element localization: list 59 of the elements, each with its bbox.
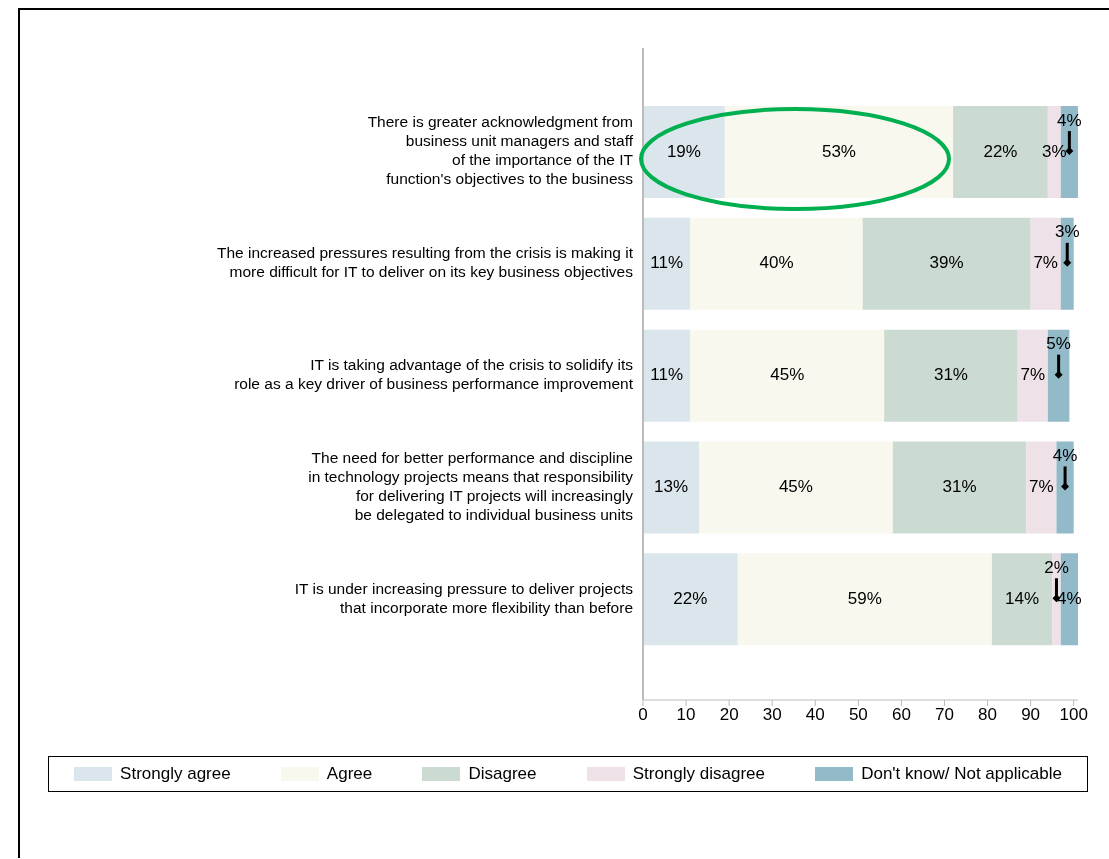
y-tick-label: The need for better performance and discipline in technology projects means that responsibility for delivering IT projects will increasingly be delegated to individual business units	[308, 448, 634, 523]
y-tick-label: IT is under increasing pressure to deliver projects that incorporate more flexibility than before	[294, 579, 634, 616]
bar	[643, 553, 738, 646]
data-label: 3%	[1042, 141, 1067, 161]
bar	[690, 329, 885, 422]
data-label: 22%	[673, 588, 708, 608]
legend-label: Strongly disagree	[632, 764, 765, 784]
bar	[884, 329, 1018, 422]
data-label: 5%	[1046, 334, 1071, 354]
x-tick-label: 100	[1059, 705, 1088, 725]
y-tick-label: The increased pressures resulting from the crisis is making it more difficult for IT to deliver on its key business objectives	[216, 244, 634, 281]
bar	[643, 329, 691, 422]
bar	[690, 217, 863, 310]
data-label: 22%	[983, 141, 1018, 161]
bar	[737, 553, 992, 646]
bar	[643, 441, 699, 534]
bar	[698, 441, 893, 534]
data-label: 14%	[1004, 588, 1040, 608]
legend-label: Don't know/ Not applicable	[861, 764, 1062, 784]
legend-label: Disagree	[468, 764, 537, 784]
bar	[1017, 329, 1048, 422]
data-label: 3%	[1054, 222, 1080, 242]
data-label: 11%	[650, 253, 684, 273]
legend-label: Strongly agree	[120, 764, 231, 784]
data-label: 11%	[650, 365, 684, 385]
data-label: 45%	[778, 476, 813, 496]
x-tick-label: 40	[805, 705, 825, 725]
x-tick-label: 90	[1021, 705, 1041, 725]
data-label: 19%	[666, 141, 701, 161]
data-label: 45%	[770, 365, 805, 385]
data-label: 7%	[1020, 365, 1046, 385]
x-tick-label: 10	[676, 705, 696, 725]
data-label: 53%	[821, 141, 856, 161]
x-tick-label: 0	[638, 705, 648, 725]
bar	[1047, 329, 1070, 422]
x-tick-label: 80	[978, 705, 998, 725]
x-tick-label: 60	[891, 705, 911, 725]
data-label: 7%	[1033, 253, 1058, 273]
x-tick-label: 20	[719, 705, 739, 725]
data-label: 31%	[942, 476, 977, 496]
legend-label: Agree	[326, 764, 373, 784]
data-label: 4%	[1057, 588, 1082, 608]
x-tick-label: 30	[762, 705, 782, 725]
data-label: 31%	[933, 365, 968, 385]
data-label: 40%	[759, 253, 794, 273]
data-label: 59%	[847, 588, 882, 608]
bar	[643, 217, 691, 310]
data-label: 7%	[1029, 476, 1054, 496]
y-tick-label: There is greater acknowledgment from business unit managers and staff of the importance of the IT function's objectives to the business	[367, 113, 634, 188]
data-label: 39%	[929, 253, 964, 273]
bar	[862, 217, 1031, 310]
x-tick-label: 70	[935, 705, 954, 725]
data-label: 13%	[653, 476, 689, 496]
data-label: 4%	[1057, 110, 1082, 130]
bar	[892, 441, 1027, 534]
y-tick-label: IT is taking advantage of the crisis to solidify its role as a key driver of business performance improvement	[234, 356, 634, 393]
data-label: 2%	[1044, 557, 1069, 577]
x-tick-label: 50	[848, 705, 868, 725]
data-label: 4%	[1052, 445, 1078, 465]
